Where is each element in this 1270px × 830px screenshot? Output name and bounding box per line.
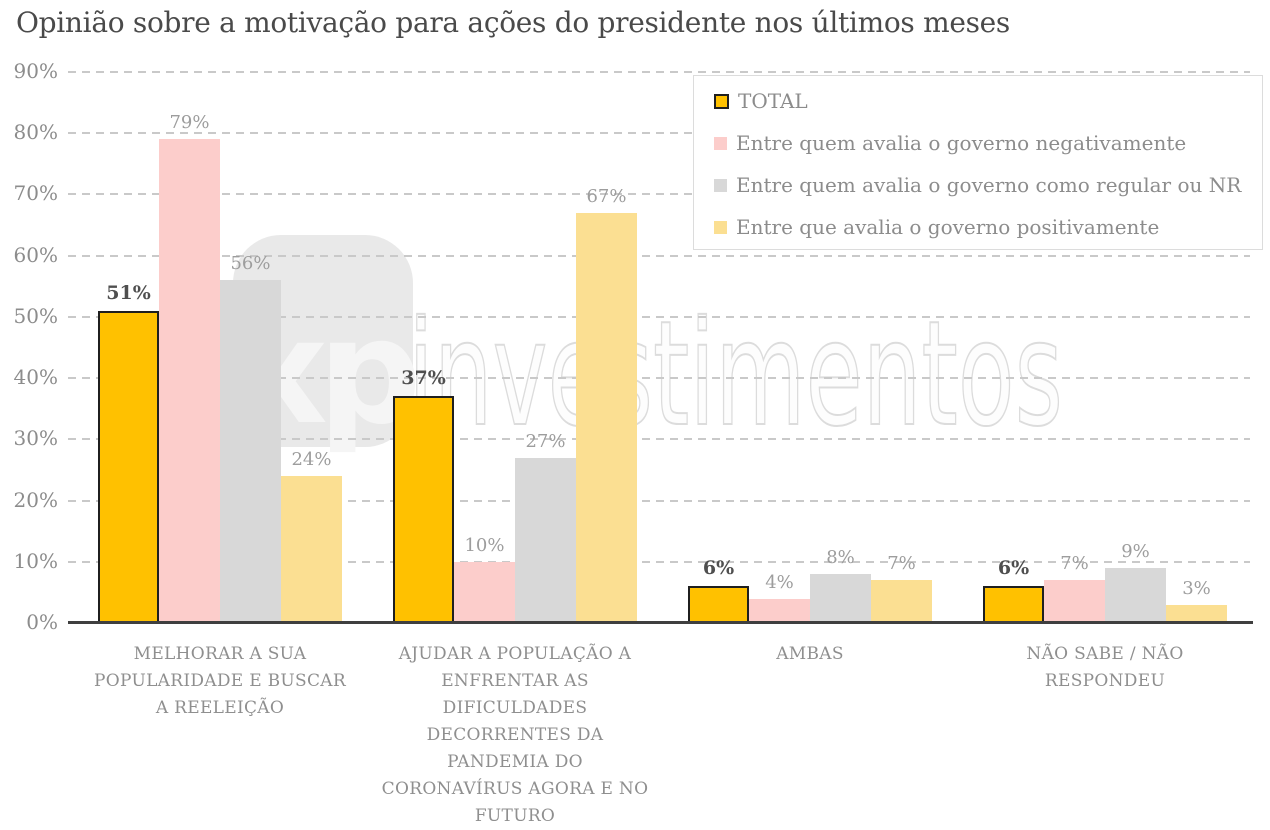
bar — [515, 458, 576, 623]
chart-canvas: Opinião sobre a motivação para ações do … — [13, 6, 1263, 826]
gridline — [68, 254, 1250, 257]
bar — [393, 396, 454, 623]
legend-swatch-icon — [714, 220, 727, 234]
value-label: 6% — [997, 557, 1030, 579]
category-label: AMBAS — [776, 644, 844, 664]
chart-title: Opinião sobre a motivação para ações do … — [16, 6, 1010, 39]
bar — [871, 580, 932, 623]
legend-item: Entre que avalia o governo positivamente — [714, 206, 1262, 248]
ytick-label: 40% — [13, 365, 58, 390]
bar — [576, 213, 637, 623]
gridline — [68, 132, 1250, 135]
legend-swatch-icon — [714, 178, 727, 192]
gridline — [68, 499, 1250, 502]
bar — [1044, 580, 1105, 623]
bar — [159, 139, 220, 623]
legend-swatch-icon — [714, 136, 727, 150]
legend-label: TOTAL — [738, 89, 808, 113]
ytick-label: 0% — [26, 610, 58, 634]
category-label: NÃO SABE / NÃO RESPONDEU — [1026, 644, 1184, 691]
ytick-label: 60% — [13, 242, 58, 267]
value-label: 4% — [765, 572, 794, 593]
ytick-label: 90% — [13, 59, 58, 83]
ytick-label: 70% — [13, 181, 58, 206]
legend-label: Entre quem avalia o governo como regular… — [736, 173, 1242, 197]
gridline — [68, 377, 1250, 380]
value-label: 7% — [1060, 553, 1089, 574]
gridline — [68, 438, 1250, 441]
bar — [281, 476, 342, 623]
gridline — [68, 315, 1250, 318]
category-label: MELHORAR A SUA POPULARIDADE E BUSCAR A R… — [94, 644, 346, 718]
value-label: 67% — [586, 186, 627, 207]
legend-label: Entre quem avalia o governo negativament… — [736, 131, 1187, 155]
value-label: 10% — [464, 535, 505, 556]
bar — [454, 562, 515, 623]
bar — [220, 280, 281, 623]
value-label: 56% — [230, 253, 271, 274]
value-label: 6% — [702, 557, 735, 579]
bar — [810, 574, 871, 623]
gridline — [68, 560, 1250, 563]
ytick-label: 80% — [13, 120, 58, 145]
bar — [749, 599, 810, 623]
value-label: 27% — [525, 431, 566, 452]
bar — [98, 311, 159, 623]
category-label: AJUDAR A POPULAÇÃO A ENFRENTAR AS DIFICU… — [381, 644, 649, 826]
value-label: 79% — [169, 112, 210, 133]
legend-item: TOTAL — [714, 80, 1262, 122]
legend-label: Entre que avalia o governo positivamente — [736, 215, 1160, 239]
ytick-label: 20% — [13, 487, 58, 512]
value-label: 9% — [1121, 541, 1150, 562]
bar — [983, 586, 1044, 623]
gridline — [68, 71, 1250, 73]
value-label: 24% — [291, 449, 332, 470]
legend-item: Entre quem avalia o governo negativament… — [714, 122, 1262, 164]
value-label: 3% — [1182, 578, 1211, 599]
ytick-label: 30% — [13, 426, 58, 451]
value-label: 37% — [401, 367, 446, 389]
watermark-text: investimentos — [407, 290, 1063, 459]
value-label: 8% — [826, 547, 855, 568]
ytick-label: 50% — [13, 303, 58, 328]
legend: TOTAL Entre quem avalia o governo negativ… — [693, 75, 1263, 250]
value-label: 51% — [106, 282, 151, 304]
value-label: 7% — [887, 553, 916, 574]
legend-swatch-icon — [714, 93, 729, 109]
gridline — [68, 193, 1250, 196]
bar — [1166, 605, 1227, 623]
bar — [688, 586, 749, 623]
x-axis-line — [68, 621, 1253, 624]
ytick-label: 10% — [13, 548, 58, 573]
legend-item: Entre quem avalia o governo como regular… — [714, 164, 1262, 206]
bar — [1105, 568, 1166, 623]
